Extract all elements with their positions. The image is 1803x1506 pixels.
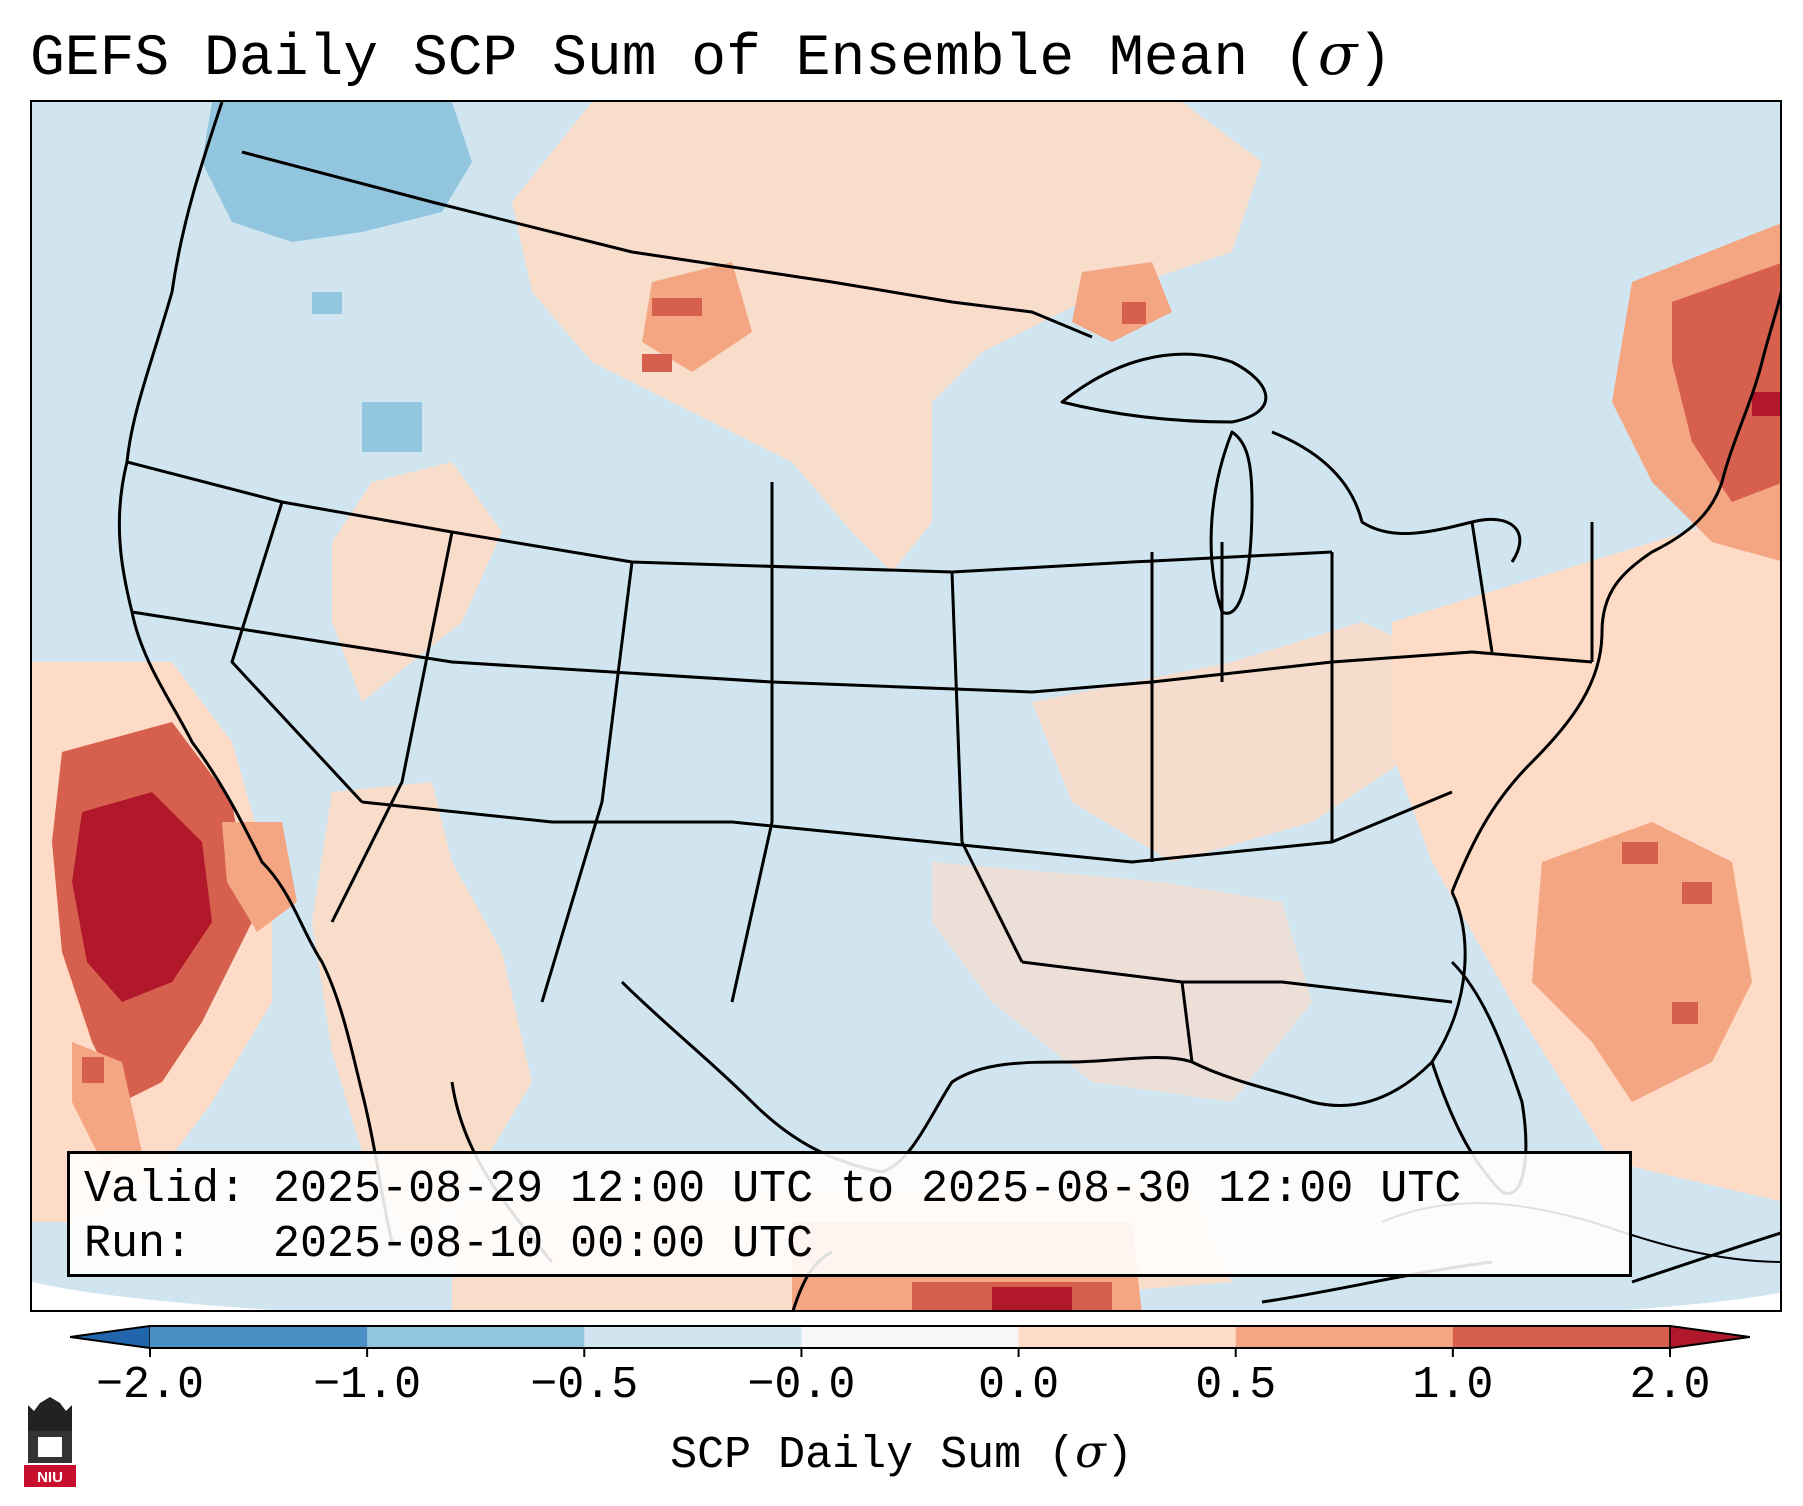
map-panel <box>30 100 1782 1312</box>
colorbar-tick-label: 0.0 <box>978 1360 1060 1411</box>
region-baja-high <box>82 1057 104 1083</box>
lake-superior <box>1060 352 1268 424</box>
east-coastline <box>1450 290 1780 893</box>
colorbar-tick-label: −0.0 <box>747 1360 856 1411</box>
gulf-coastline <box>620 891 1467 1174</box>
region-great-basin-light <box>332 462 502 702</box>
region-atlantic-high-2 <box>1682 882 1712 904</box>
colorbar-segment <box>1018 1326 1237 1348</box>
valid-time-box: Valid: 2025-08-29 12:00 UTC to 2025-08-3… <box>67 1151 1632 1277</box>
region-montana-high-2 <box>642 354 672 372</box>
region-atlantic-high <box>1622 842 1658 864</box>
colorbar-segment <box>584 1326 802 1348</box>
valid-label: Valid: <box>84 1164 247 1215</box>
figure-title: GEFS Daily SCP Sum of Ensemble Mean (σ) <box>30 20 1393 92</box>
region-pnw-low <box>202 102 472 242</box>
region-new-england-max <box>1752 392 1780 416</box>
region-idaho-low <box>362 402 422 452</box>
region-sw-coast-mid <box>222 822 297 932</box>
logo-banner <box>24 1465 76 1487</box>
colorbar-segment <box>1452 1326 1671 1348</box>
region-north-plains-light <box>512 102 1262 572</box>
logo-window <box>38 1437 62 1457</box>
colorbar-segment <box>367 1326 585 1348</box>
run-label: Run: <box>84 1219 193 1270</box>
colorbar-tick-label: −0.5 <box>530 1360 639 1411</box>
logo-text: NIU <box>37 1469 63 1486</box>
region-montana-high <box>652 298 702 316</box>
colorbar <box>70 1325 1750 1357</box>
run-value: 2025-08-10 00:00 UTC <box>273 1219 814 1270</box>
colorbar-extend-low <box>70 1325 151 1349</box>
map-svg <box>32 102 1780 1310</box>
region-idaho-low-2 <box>312 292 342 314</box>
region-montana-mid <box>642 262 752 372</box>
valid-value: 2025-08-29 12:00 UTC to 2025-08-30 12:00… <box>273 1164 1462 1215</box>
west-coastline <box>117 102 394 1243</box>
canada-border <box>241 150 1093 339</box>
region-canada-high <box>1122 302 1146 324</box>
colorbar-tick-label: 1.0 <box>1412 1360 1494 1411</box>
colorbar-extend-high <box>1669 1325 1750 1349</box>
region-mexico-bottom-max <box>992 1287 1072 1310</box>
state-lines-west <box>126 460 1453 1003</box>
region-new-england-high <box>1672 263 1780 502</box>
colorbar-tick-label: 2.0 <box>1629 1360 1711 1411</box>
region-atlantic-high-3 <box>1672 1002 1698 1024</box>
colorbar-tick-label: −2.0 <box>95 1360 205 1411</box>
state-lines-east <box>1021 521 1594 1063</box>
logo-tower <box>28 1397 72 1433</box>
region-southwest-light <box>312 782 532 1252</box>
region-pacific-max <box>72 792 212 1002</box>
region-gulf-coast-light <box>932 862 1312 1102</box>
colorbar-tick-label: 0.5 <box>1195 1360 1277 1411</box>
lake-michigan <box>1209 430 1254 615</box>
lake-huron-erie <box>1271 430 1522 563</box>
colorbar-segment <box>801 1326 1020 1348</box>
map-outside-domain <box>32 1282 1780 1310</box>
colorbar-tick-label: −1.0 <box>313 1360 422 1411</box>
niu-logo: NIU <box>24 1397 76 1487</box>
colorbar-label: SCP Daily Sum (σ) <box>670 1425 1133 1481</box>
colorbar-segment <box>150 1326 368 1348</box>
colorbar-segment <box>1235 1326 1454 1348</box>
